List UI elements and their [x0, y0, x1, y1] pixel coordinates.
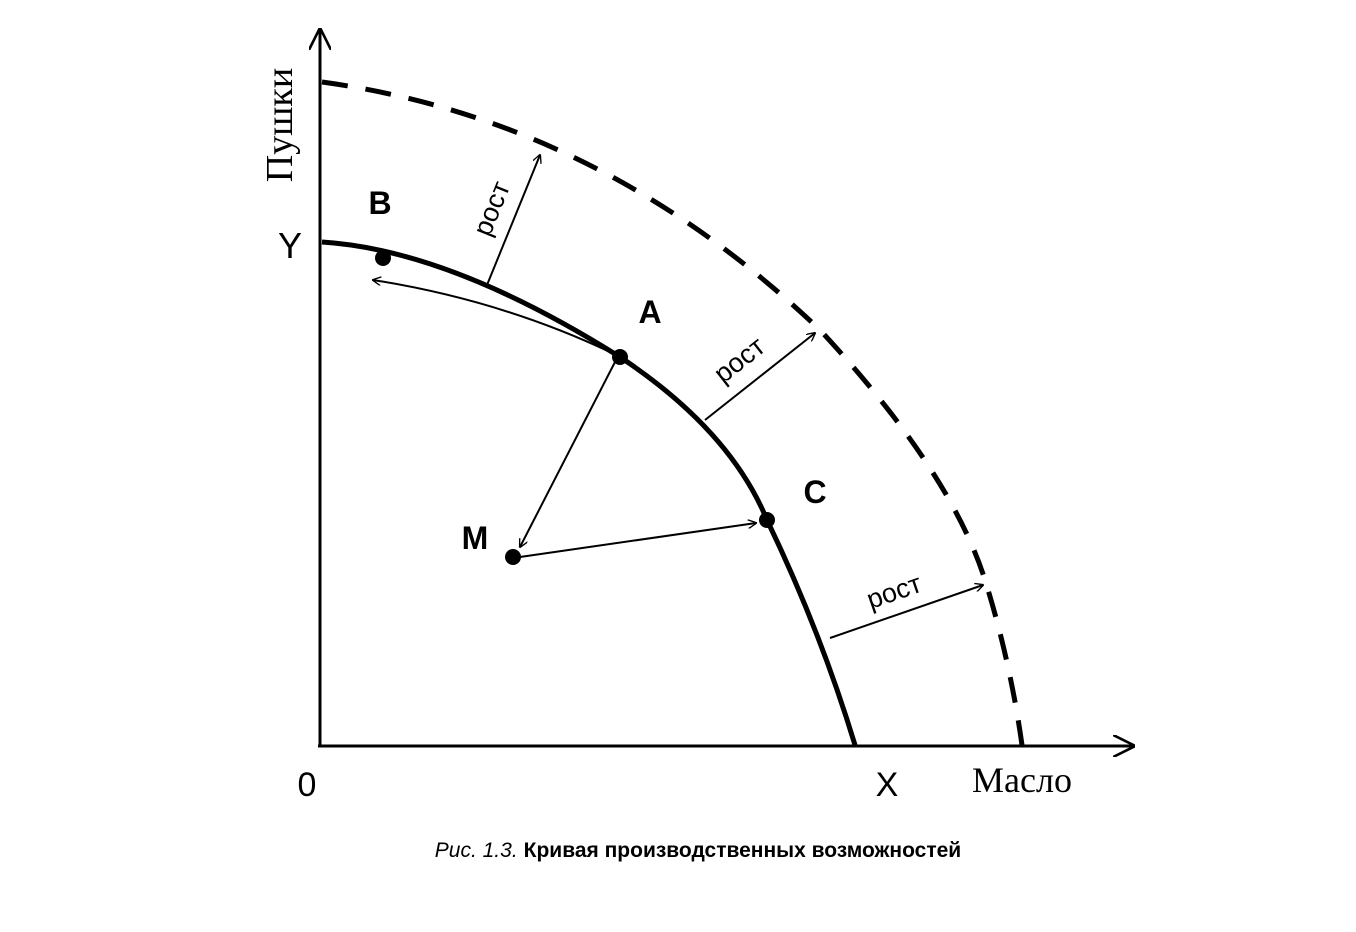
- point-dot: [612, 349, 628, 365]
- growth-arrow: [704, 333, 815, 421]
- point-label: M: [462, 520, 489, 556]
- caption-number: Рис. 1.3.: [435, 839, 518, 862]
- origin-label: 0: [298, 766, 317, 804]
- growth-label: рост: [708, 331, 771, 389]
- x-axis-label: Масло: [972, 760, 1072, 800]
- point-label: C: [803, 474, 826, 510]
- point-dot: [759, 512, 775, 528]
- caption: Рис. 1.3. Кривая производственных возможн…: [435, 839, 961, 862]
- caption-title: Кривая производственных возможностей: [524, 839, 962, 862]
- point-label: B: [368, 185, 391, 221]
- move-arrow: [373, 280, 611, 353]
- point-dot: [505, 549, 521, 565]
- point-label: A: [638, 294, 661, 330]
- move-arrow: [520, 361, 616, 547]
- point-dot: [375, 250, 391, 266]
- move-arrow: [519, 523, 756, 558]
- growth-arrow: [486, 155, 540, 286]
- y-axis-label: Пушки: [259, 68, 301, 183]
- y-intercept-label: Y: [278, 225, 302, 266]
- ppf-curve-shifted: [321, 79, 1025, 746]
- x-intercept-label: X: [876, 766, 899, 804]
- growth-arrow: [829, 585, 983, 639]
- ppf-curve: [321, 239, 858, 746]
